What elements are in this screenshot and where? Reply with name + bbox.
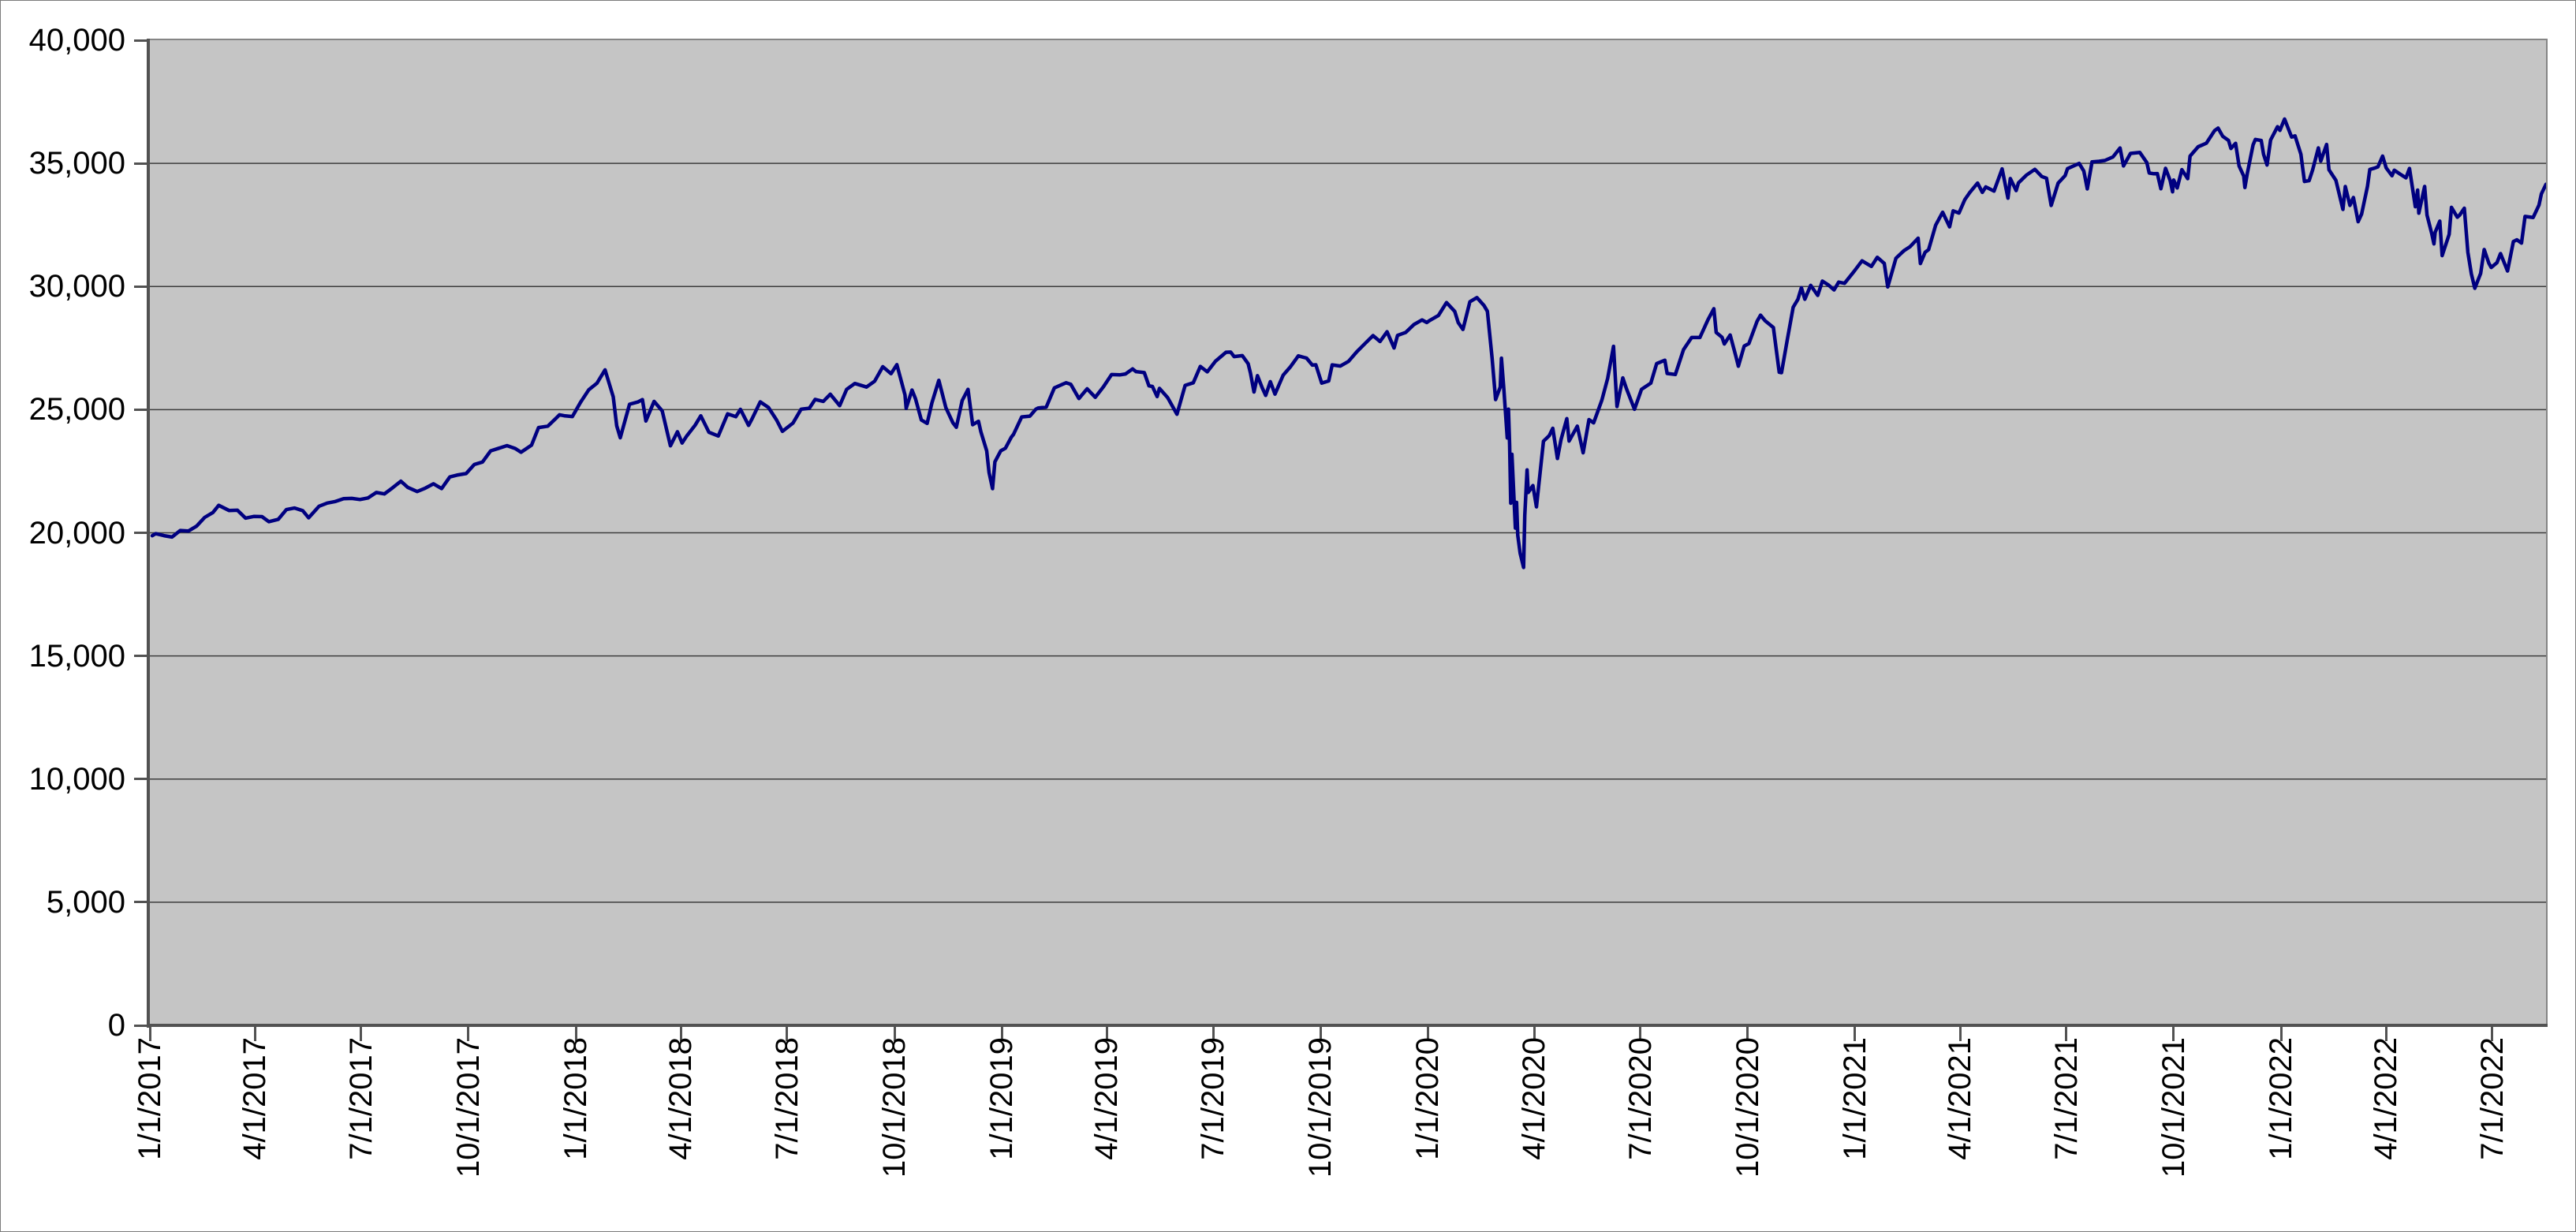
x-axis-tick [1533,1027,1536,1041]
y-axis-tick-label: 0 [107,1008,125,1043]
x-axis-tick [1105,1027,1108,1041]
x-axis-tick-label: 4/1/2019 [1089,1037,1125,1160]
plot-area [148,39,2548,1027]
x-axis-tick [1211,1027,1215,1041]
x-axis-tick [893,1027,896,1041]
y-axis-tick-label: 10,000 [28,761,125,797]
x-axis-line [147,1024,2548,1027]
y-axis-tick [134,39,147,42]
x-axis-tick [2491,1027,2494,1041]
y-axis-tick [134,285,147,288]
x-axis-tick-label: 7/1/2017 [343,1037,379,1160]
y-axis-tick-label: 20,000 [28,515,125,551]
x-axis-tick-label: 10/1/2017 [450,1037,486,1178]
y-axis-tick [134,162,147,165]
x-axis-tick [1854,1027,1857,1041]
gridlines [150,162,2546,903]
y-axis-tick-label: 15,000 [28,638,125,674]
x-axis-tick-label: 1/1/2022 [2264,1037,2299,1160]
x-axis-tick [360,1027,363,1041]
y-axis-line [147,39,150,1028]
x-axis-tick-label: 7/1/2020 [1622,1037,1658,1160]
x-axis-tick [2279,1027,2283,1041]
x-axis-tick-label: 4/1/2022 [2369,1037,2404,1160]
x-axis-tick [253,1027,256,1041]
y-axis-tick [134,532,147,534]
x-axis-tick-label: 7/1/2022 [2474,1037,2510,1160]
y-axis-tick-label: 30,000 [28,269,125,304]
x-axis-tick-label: 7/1/2021 [2048,1037,2084,1160]
x-axis-tick-label: 4/1/2020 [1517,1037,1552,1160]
x-axis-tick-label: 10/1/2021 [2156,1037,2191,1178]
x-axis-tick-label: 7/1/2018 [769,1037,805,1160]
x-axis-tick-label: 1/1/2021 [1837,1037,1872,1160]
x-axis-tick-label: 4/1/2018 [663,1037,699,1160]
x-axis-tick-label: 7/1/2019 [1196,1037,1231,1160]
x-axis-tick [1426,1027,1429,1041]
x-axis-tick [679,1027,682,1041]
y-axis-tick [134,778,147,781]
x-axis-tick [2384,1027,2387,1041]
x-axis-tick-label: 1/1/2019 [984,1037,1020,1160]
y-axis-tick [134,655,147,658]
plot-svg [150,117,2546,903]
x-axis-tick-label: 1/1/2018 [558,1037,594,1160]
y-axis-tick-label: 35,000 [28,146,125,181]
x-axis-tick [1639,1027,1642,1041]
x-axis-tick [786,1027,789,1041]
x-axis-tick-label: 4/1/2017 [237,1037,273,1160]
y-axis-tick-label: 25,000 [28,392,125,427]
x-axis-tick [2065,1027,2068,1041]
x-axis-tick [1958,1027,1962,1041]
data-series-line [150,117,2546,569]
y-axis-tick-label: 5,000 [46,884,125,920]
x-axis-tick [467,1027,470,1041]
x-axis-tick-label: 10/1/2020 [1730,1037,1765,1178]
x-axis-tick [1319,1027,1322,1041]
y-axis-tick [134,901,147,904]
x-axis-tick-label: 10/1/2019 [1303,1037,1338,1178]
x-axis-tick [2172,1027,2175,1041]
y-axis-tick-label: 40,000 [28,23,125,58]
x-axis-tick-label: 10/1/2018 [877,1037,913,1178]
x-axis-tick [148,1027,151,1041]
y-axis-tick [134,1024,147,1027]
x-axis-tick [1746,1027,1749,1041]
x-axis-tick-label: 1/1/2017 [133,1037,167,1160]
x-axis-tick-label: 1/1/2020 [1410,1037,1446,1160]
x-axis-tick [574,1027,577,1041]
x-axis-tick-label: 4/1/2021 [1943,1037,1978,1160]
y-axis-tick [134,408,147,411]
x-axis-tick [1000,1027,1003,1041]
